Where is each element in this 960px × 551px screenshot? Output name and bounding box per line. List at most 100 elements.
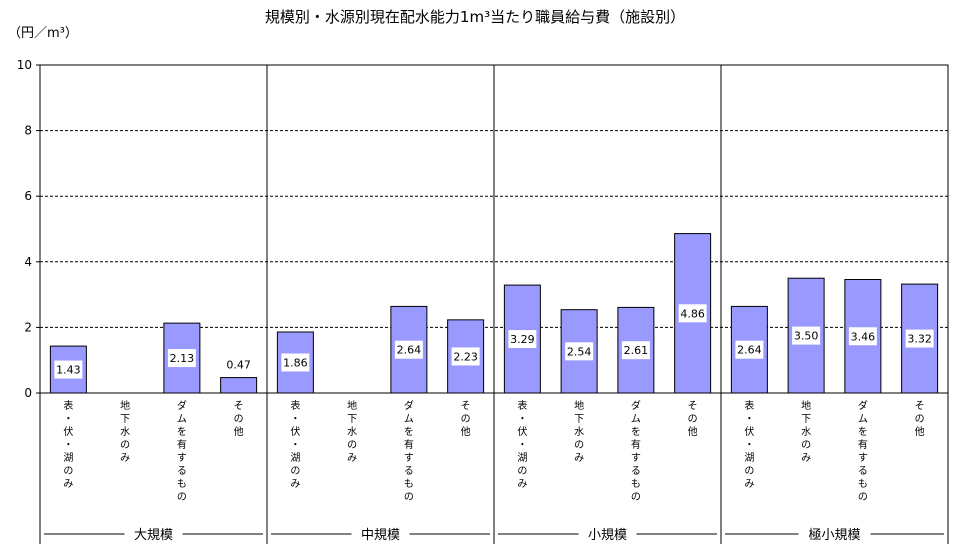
category-label-char: 有 xyxy=(858,438,868,451)
category-label-char: み xyxy=(120,453,130,464)
category-label-char: る xyxy=(631,465,641,477)
category-label-char: の xyxy=(517,466,527,477)
category-label-char: 他 xyxy=(234,425,244,438)
category-label-char: ダ xyxy=(631,399,641,412)
y-tick-label: 8 xyxy=(24,124,32,138)
category-label-char: の xyxy=(120,440,130,451)
bar xyxy=(220,377,258,394)
data-label: 3.29 xyxy=(510,333,535,346)
data-label: 2.64 xyxy=(737,344,762,357)
data-label-box xyxy=(281,353,310,372)
group-label: 極小規模 xyxy=(808,527,860,543)
data-label: 1.86 xyxy=(283,356,308,369)
category-label-char: 地 xyxy=(120,399,130,412)
category-label-char: の xyxy=(347,440,357,451)
category-label-char: も xyxy=(404,478,414,490)
y-tick-label: 0 xyxy=(24,386,32,400)
category-label-char: ・ xyxy=(517,440,527,451)
category-label-char: ム xyxy=(631,413,641,425)
category-label-char: ダ xyxy=(404,399,414,412)
data-label: 4.86 xyxy=(680,307,705,320)
category-label-char: の xyxy=(234,414,244,425)
category-label-char: の xyxy=(801,440,811,451)
data-label-box xyxy=(508,330,537,349)
category-label-char: の xyxy=(290,466,300,477)
data-label: 2.61 xyxy=(624,344,649,357)
category-label-char: を xyxy=(177,426,187,438)
category-label-char: ム xyxy=(404,413,414,425)
category-label-char: の xyxy=(404,492,414,503)
category-label-char: の xyxy=(915,414,925,425)
category-label-char: 伏 xyxy=(63,425,73,438)
category-label-char: 有 xyxy=(631,438,641,451)
category-label-char: を xyxy=(858,426,868,438)
category-label-char: ・ xyxy=(744,414,754,425)
data-label: 2.23 xyxy=(453,350,478,363)
category-label-char: ・ xyxy=(63,414,73,425)
data-label-box xyxy=(565,342,594,361)
data-label-box xyxy=(167,349,196,368)
category-label-char: 他 xyxy=(915,425,925,438)
data-label: 0.47 xyxy=(226,359,251,372)
data-label-box xyxy=(848,327,877,346)
y-tick-label: 2 xyxy=(24,320,32,334)
category-label-char: 表 xyxy=(517,399,527,412)
category-label-char: 地 xyxy=(347,399,357,412)
category-label-char: の xyxy=(63,466,73,477)
category-label-char: も xyxy=(631,478,641,490)
category-label-char: の xyxy=(631,492,641,503)
labels: 0246810大規模表・伏・湖のみ1.43地下水のみダムを有するもの2.13その… xyxy=(17,58,934,543)
category-label-char: 水 xyxy=(801,426,811,438)
category-label-char: 伏 xyxy=(517,425,527,438)
data-label: 1.43 xyxy=(56,364,81,377)
category-label-char: ・ xyxy=(290,414,300,425)
category-label-char: 表 xyxy=(290,399,300,412)
category-label-char: を xyxy=(631,426,641,438)
category-label-char: す xyxy=(404,452,414,464)
category-label-char: 水 xyxy=(574,426,584,438)
data-label: 2.13 xyxy=(170,352,195,365)
category-label-char: ・ xyxy=(517,414,527,425)
category-label-char: み xyxy=(801,453,811,464)
category-label-char: 地 xyxy=(801,399,811,412)
category-label-char: る xyxy=(404,465,414,477)
category-label-char: の xyxy=(177,492,187,503)
category-label-char: す xyxy=(858,452,868,464)
category-label-char: ・ xyxy=(290,440,300,451)
category-label-char: 水 xyxy=(347,426,357,438)
category-label-char: そ xyxy=(688,400,698,412)
category-label-char: る xyxy=(858,465,868,477)
category-label-char: 有 xyxy=(404,438,414,451)
category-label-char: そ xyxy=(461,400,471,412)
category-label-char: 有 xyxy=(177,438,187,451)
data-label-box xyxy=(54,360,83,379)
data-label: 3.46 xyxy=(851,330,876,343)
category-label-char: ダ xyxy=(177,399,187,412)
category-label-char: 表 xyxy=(744,399,754,412)
category-label-char: の xyxy=(858,492,868,503)
data-label: 2.54 xyxy=(567,345,592,358)
category-label-char: 下 xyxy=(120,414,130,425)
category-label-char: 伏 xyxy=(744,425,754,438)
category-label-char: 表 xyxy=(63,399,73,412)
group-label: 小規模 xyxy=(588,528,627,543)
chart-title: 規模別・水源別現在配水能力1m³当たり職員給与費（施設別） xyxy=(265,8,685,26)
data-label: 2.64 xyxy=(397,344,422,357)
category-label-char: も xyxy=(858,478,868,490)
category-label-char: の xyxy=(688,414,698,425)
category-label-char: み xyxy=(347,453,357,464)
category-label-char: 他 xyxy=(461,425,471,438)
data-label-box xyxy=(678,304,707,323)
category-label-char: の xyxy=(744,466,754,477)
group-label: 中規模 xyxy=(361,528,400,543)
y-tick-label: 10 xyxy=(17,58,32,72)
category-label-char: 他 xyxy=(688,425,698,438)
category-label-char: の xyxy=(574,440,584,451)
category-label-char: 下 xyxy=(574,414,584,425)
category-label-char: み xyxy=(63,479,73,490)
data-label-box xyxy=(905,329,934,348)
y-tick-label: 6 xyxy=(24,189,32,203)
data-label-box xyxy=(451,347,480,366)
category-label-char: そ xyxy=(234,400,244,412)
